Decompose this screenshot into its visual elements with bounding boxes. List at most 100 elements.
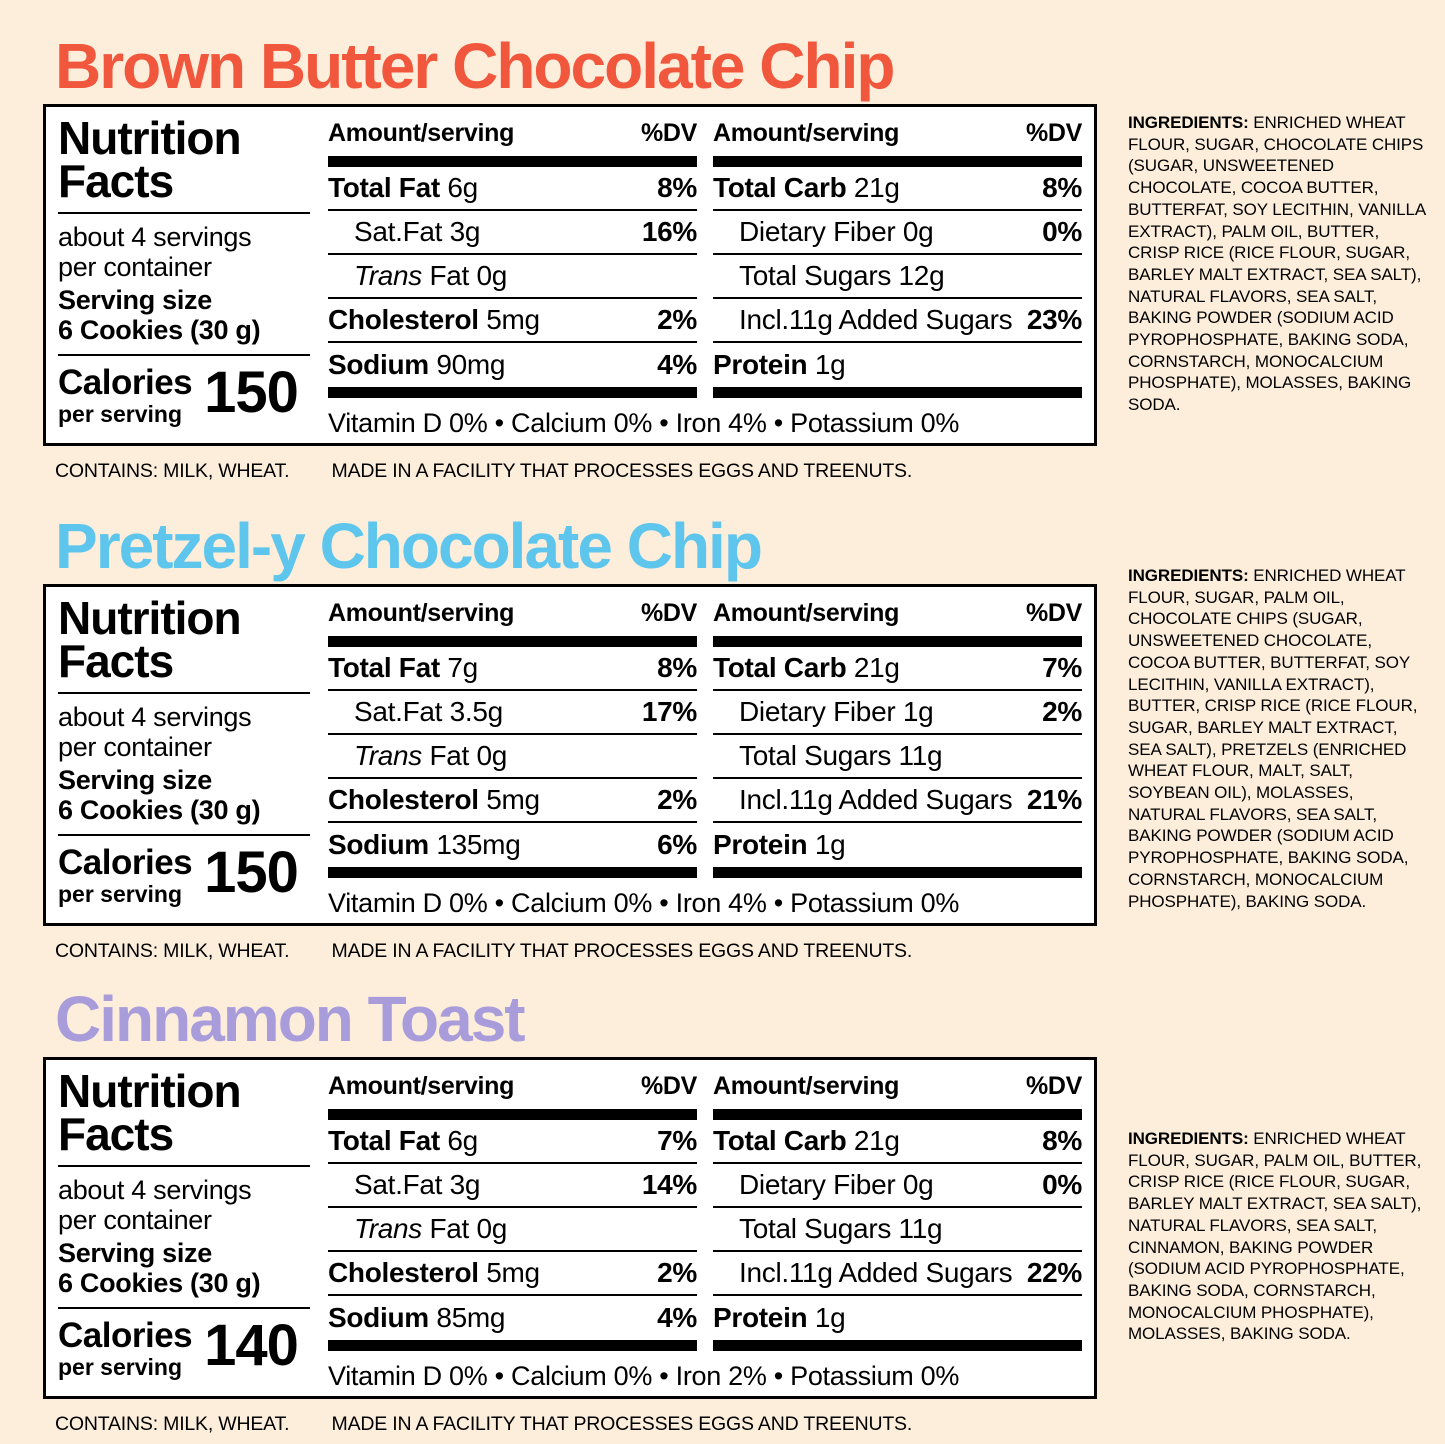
nutrient-dv-value: 7% xyxy=(657,1125,697,1156)
nutrient-name: Total Fat 6g xyxy=(328,1125,478,1157)
nutrient-row: Total Carb 21g 8% xyxy=(713,1120,1082,1164)
nutrition-facts-heading: Nutrition Facts xyxy=(58,115,310,204)
nutrient-name-prefix: Protein xyxy=(713,1302,808,1333)
nutrient-rows: Total Carb 21g 7% Dietary Fiber 1g 2% To… xyxy=(713,647,1082,867)
ingredients-block: INGREDIENTS: ENRICHED WHEAT FLOUR, SUGAR… xyxy=(1128,112,1430,416)
nutrient-name-prefix: Total Carb xyxy=(713,652,847,683)
dv-header: %DV xyxy=(640,1072,697,1100)
nutrient-columns-wrap: Amount/serving %DV Total Fat 6g 8% Sat.F… xyxy=(328,117,1082,438)
serving-size-label: Serving size xyxy=(58,765,212,795)
nutrient-dv-value: 6% xyxy=(657,829,697,860)
nutrient-name-prefix: Trans xyxy=(354,1213,422,1244)
nutrient-name-rest: Incl.11g Added Sugars xyxy=(739,304,1013,335)
nutrient-name: Total Carb 21g xyxy=(713,652,900,684)
divider xyxy=(58,1307,310,1309)
nutrient-name-rest: Sat.Fat 3g xyxy=(354,216,481,247)
nutrient-dv-value: 2% xyxy=(657,784,697,815)
nutrient-row: Incl.11g Added Sugars 21% xyxy=(713,779,1082,823)
nutrient-name-prefix: Total Carb xyxy=(713,1125,847,1156)
servings-line1: about 4 servings xyxy=(58,222,252,252)
thick-rule xyxy=(713,387,1082,398)
nutrient-dv-value: 0% xyxy=(1042,216,1082,247)
divider xyxy=(58,212,310,214)
nutrient-name: Dietary Fiber 0g xyxy=(713,1169,934,1201)
nutrient-name-rest: Total Sugars 11g xyxy=(739,740,943,771)
nutrient-name-rest: Incl.11g Added Sugars xyxy=(739,1257,1013,1288)
nutrient-name: Total Sugars 11g xyxy=(713,1213,943,1245)
nutrient-dv-value: 0% xyxy=(1042,1169,1082,1200)
column-header: Amount/serving %DV xyxy=(328,117,697,156)
nutrient-col-right: Amount/serving %DV Total Carb 21g 7% Die… xyxy=(713,597,1082,878)
column-header: Amount/serving %DV xyxy=(713,117,1082,156)
nutrient-dv-value: 21% xyxy=(1026,784,1082,815)
nutrient-name-rest: 6g xyxy=(439,172,478,203)
nutrient-name-rest: 1g xyxy=(807,829,846,860)
calories-text: Calories per serving xyxy=(58,1316,193,1381)
nutrient-row: Trans Fat 0g xyxy=(328,1208,697,1252)
nutrient-row: Total Sugars 11g xyxy=(713,735,1082,779)
nutrient-name-rest: 85mg xyxy=(428,1302,506,1333)
nutrient-dv-value: 8% xyxy=(1042,1125,1082,1156)
nutrient-row: Incl.11g Added Sugars 23% xyxy=(713,299,1082,343)
nutrient-rows: Total Carb 21g 8% Dietary Fiber 0g 0% To… xyxy=(713,167,1082,387)
nutrient-dv-value: 17% xyxy=(641,696,697,727)
serving-size: Serving size 6 Cookies (30 g) xyxy=(58,285,310,345)
nutrient-name: Total Sugars 12g xyxy=(713,260,945,292)
servings-line2: per container xyxy=(58,1205,212,1235)
calories-subtitle: per serving xyxy=(58,401,182,427)
nutrient-row: Total Fat 6g 8% xyxy=(328,167,697,211)
nutrient-row: Dietary Fiber 1g 2% xyxy=(713,691,1082,735)
nutrient-name-prefix: Cholesterol xyxy=(328,784,479,815)
serving-size: Serving size 6 Cookies (30 g) xyxy=(58,1238,310,1298)
servings-line2: per container xyxy=(58,732,212,762)
nutrient-row: Sodium 135mg 6% xyxy=(328,823,697,867)
nutrient-row: Sat.Fat 3g 14% xyxy=(328,1164,697,1208)
calories-label: Calories xyxy=(58,843,193,882)
nutrient-name: Dietary Fiber 0g xyxy=(713,216,934,248)
servings-line1: about 4 servings xyxy=(58,702,252,732)
nutrient-dv-value: 2% xyxy=(657,1257,697,1288)
amount-serving-header: Amount/serving xyxy=(713,1072,900,1100)
nutrient-dv-value: 16% xyxy=(641,216,697,247)
nutrient-row: Protein 1g xyxy=(713,343,1082,387)
nutrient-columns: Amount/serving %DV Total Fat 7g 8% Sat.F… xyxy=(328,597,1082,878)
nutrient-name: Protein 1g xyxy=(713,1302,846,1334)
nutrient-name: Dietary Fiber 1g xyxy=(713,696,934,728)
nutrient-row: Dietary Fiber 0g 0% xyxy=(713,1164,1082,1208)
ingredients-text: ENRICHED WHEAT FLOUR, SUGAR, PALM OIL, C… xyxy=(1128,566,1418,911)
nutrient-row: Cholesterol 5mg 2% xyxy=(328,1252,697,1296)
vitamins-line: Vitamin D 0% • Calcium 0% • Iron 4% • Po… xyxy=(328,408,960,438)
nutrient-name-prefix: Total Fat xyxy=(328,172,440,203)
amount-serving-header: Amount/serving xyxy=(328,599,515,627)
nutrient-name-prefix: Total Fat xyxy=(328,1125,440,1156)
product-section: Pretzel-y Chocolate Chip Nutrition Facts… xyxy=(0,508,1445,963)
nutrient-name: Sat.Fat 3.5g xyxy=(328,696,503,728)
column-header: Amount/serving %DV xyxy=(328,597,697,636)
amount-serving-header: Amount/serving xyxy=(713,119,900,147)
nutrient-name: Sodium 90mg xyxy=(328,349,506,381)
ingredients-text: ENRICHED WHEAT FLOUR, SUGAR, CHOCOLATE C… xyxy=(1128,113,1426,415)
nutrient-name-rest: 6g xyxy=(439,1125,478,1156)
nutrient-row: Incl.11g Added Sugars 22% xyxy=(713,1252,1082,1296)
serving-size-value: 6 Cookies (30 g) xyxy=(58,1268,261,1298)
nutrient-col-right: Amount/serving %DV Total Carb 21g 8% Die… xyxy=(713,117,1082,398)
nutrient-name-rest: Incl.11g Added Sugars xyxy=(739,784,1013,815)
calories-text: Calories per serving xyxy=(58,843,193,908)
nutrient-name-prefix: Protein xyxy=(713,349,808,380)
nutrient-dv-value: 2% xyxy=(657,304,697,335)
calories-block: Calories per serving 150 xyxy=(58,843,310,908)
nutrient-name-prefix: Cholesterol xyxy=(328,1257,479,1288)
nutrient-name: Total Fat 6g xyxy=(328,172,478,204)
nutrient-dv-value: 23% xyxy=(1026,304,1082,335)
nutrient-name-prefix: Total Carb xyxy=(713,172,847,203)
calories-label: Calories xyxy=(58,1316,193,1355)
nutrient-row: Total Fat 7g 8% xyxy=(328,647,697,691)
nutrient-row: Trans Fat 0g xyxy=(328,735,697,779)
nutrient-name-rest: 5mg xyxy=(478,784,540,815)
nutrient-name-prefix: Total Fat xyxy=(328,652,440,683)
nutrient-row: Protein 1g xyxy=(713,823,1082,867)
calories-block: Calories per serving 140 xyxy=(58,1316,310,1381)
nutrition-facts-panel: Nutrition Facts about 4 servings per con… xyxy=(43,104,1097,446)
nutrient-col-left: Amount/serving %DV Total Fat 7g 8% Sat.F… xyxy=(328,597,697,878)
nutrient-dv-value: 8% xyxy=(657,652,697,683)
